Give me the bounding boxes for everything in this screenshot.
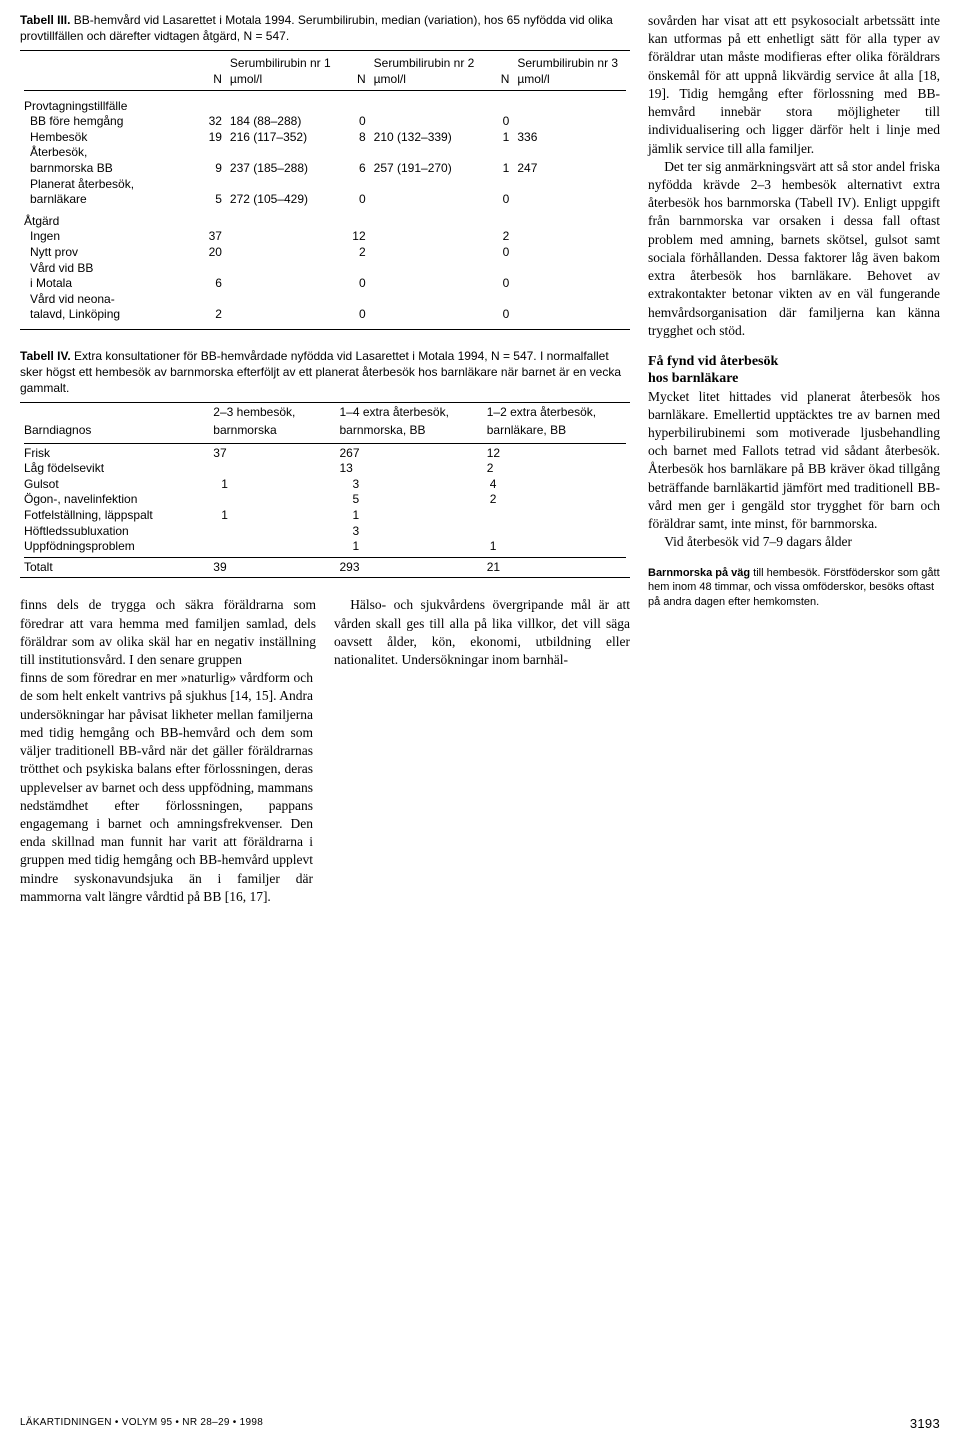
left-column: Tabell III. BB-hemvård vid Lasarettet i … (20, 12, 630, 906)
rule (20, 577, 630, 578)
table-3-section-1-head: Provtagningstillfälle (20, 93, 630, 115)
table-4-header-row-1: 2–3 hembesök, 1–4 extra återbesök, 1–2 e… (20, 405, 630, 423)
page-footer: LÄKARTIDNINGEN • VOLYM 95 • NR 28–29 • 1… (20, 1416, 940, 1433)
hdr-u3: µmol/l (513, 72, 630, 88)
table-row: BB före hemgång32184 (88–288)00 (20, 114, 630, 130)
table-row: Gulsot134 (20, 477, 630, 493)
table-4: 2–3 hembesök, 1–4 extra återbesök, 1–2 e… (20, 405, 630, 575)
hdr-n2: N (344, 72, 370, 88)
footer-page-number: 3193 (910, 1416, 940, 1433)
left-body-two-col: finns dels de trygga och säkra föräldrar… (20, 596, 630, 669)
table-4-block: Tabell IV. Extra konsultationer för BB-h… (20, 348, 630, 579)
body-paragraph: Vid återbesök vid 7–9 dagars ålder (648, 533, 940, 551)
table-3-block: Tabell III. BB-hemvård vid Lasarettet i … (20, 12, 630, 330)
table-row: Vård vid neona- (20, 292, 630, 308)
rule (20, 50, 630, 51)
table-4-caption-bold: Tabell IV. (20, 349, 71, 363)
table-row: Höftledssubluxation3 (20, 524, 630, 540)
hdr-c1-top: Serumbilirubin nr 1 (226, 53, 344, 72)
image-caption: Barnmorska på väg till hembesök. Förstfö… (648, 566, 940, 611)
table-row: Ögon-, navelinfektion52 (20, 492, 630, 508)
table-3-header-row-1: Serumbilirubin nr 1 Serumbilirubin nr 2 … (20, 53, 630, 72)
table-row: Fotfelställning, läppspalt11 (20, 508, 630, 524)
table-row: Återbesök, (20, 145, 630, 161)
table-4-total-row: Totalt3929321 (20, 560, 630, 576)
table-3-caption-text: BB-hemvård vid Lasarettet i Motala 1994.… (20, 13, 613, 43)
table-row: Planerat återbesök, (20, 177, 630, 193)
rule (20, 329, 630, 330)
table-row: Nytt prov2020 (20, 245, 630, 261)
hdr-c3-top: Serumbilirubin nr 3 (513, 53, 630, 72)
rule (24, 443, 626, 444)
hdr-n3: N (488, 72, 514, 88)
body-paragraph: finns de som föredrar en mer »naturlig» … (20, 669, 313, 906)
table-row: i Motala600 (20, 276, 630, 292)
table-row: Ingen37122 (20, 229, 630, 245)
table-row: Låg födelsevikt132 (20, 461, 630, 477)
table-row: barnmorska BB9237 (185–288)6257 (191–270… (20, 161, 630, 177)
rule (20, 402, 630, 403)
table-row: talavd, Linköping200 (20, 307, 630, 327)
table-3-header-row-2: Nµmol/l Nµmol/l Nµmol/l (20, 72, 630, 88)
table-row: Vård vid BB (20, 261, 630, 277)
section-heading: Få fynd vid återbesök hos barnläkare (648, 354, 940, 388)
body-paragraph: Hälso- och sjukvårdens övergripande mål … (334, 596, 630, 669)
image-caption-bold: Barnmorska på väg (648, 567, 750, 579)
hdr-n1: N (194, 72, 226, 88)
table-4-caption-text: Extra konsultationer för BB-hemvårdade n… (20, 349, 621, 395)
table-3-caption: Tabell III. BB-hemvård vid Lasarettet i … (20, 12, 630, 44)
body-paragraph: finns dels de trygga och säkra föräldrar… (20, 596, 316, 669)
rule (24, 557, 626, 558)
table-row: Uppfödningsproblem11 (20, 539, 630, 555)
table-4-header-row-2: Barndiagnos barnmorska barnmorska, BB ba… (20, 423, 630, 441)
left-body-narrow-continuation: finns de som föredrar en mer »naturlig» … (20, 669, 313, 906)
table-4-caption: Tabell IV. Extra konsultationer för BB-h… (20, 348, 630, 397)
table-3-section-2-head: Åtgärd (20, 208, 630, 230)
left-body-col-1: finns dels de trygga och säkra föräldrar… (20, 596, 316, 669)
hdr-u1: µmol/l (226, 72, 344, 88)
body-paragraph: Mycket litet hittades vid planerat återb… (648, 388, 940, 534)
footer-journal-info: LÄKARTIDNINGEN • VOLYM 95 • NR 28–29 • 1… (20, 1416, 263, 1433)
rule (24, 90, 626, 91)
table-3-caption-bold: Tabell III. (20, 13, 70, 27)
hdr-c2-top: Serumbilirubin nr 2 (370, 53, 488, 72)
hdr-u2: µmol/l (370, 72, 488, 88)
body-paragraph: Det ter sig anmärkningsvärt att så stor … (648, 158, 940, 340)
body-paragraph: sovården har visat att ett psykosocialt … (648, 12, 940, 158)
table-row: Frisk3726712 (20, 446, 630, 462)
main-layout: Tabell III. BB-hemvård vid Lasarettet i … (20, 12, 940, 906)
table-row: Hembesök19216 (117–352)8210 (132–339)133… (20, 130, 630, 146)
table-row: barnläkare5272 (105–429)00 (20, 192, 630, 208)
right-column: sovården har visat att ett psykosocialt … (648, 12, 940, 906)
left-body-col-2: Hälso- och sjukvårdens övergripande mål … (334, 596, 630, 669)
table-3: Serumbilirubin nr 1 Serumbilirubin nr 2 … (20, 53, 630, 327)
